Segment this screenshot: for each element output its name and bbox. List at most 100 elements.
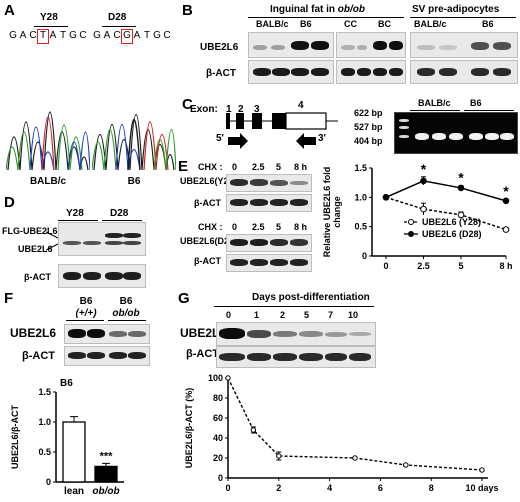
e-blot-act-1	[226, 194, 312, 212]
seq-right-base-1: A	[103, 30, 111, 41]
b-group-cc: CC	[344, 19, 357, 29]
g-point-2	[276, 453, 282, 459]
primer-forward-label: 5'	[216, 133, 224, 144]
e-tp1-8h: 8 h	[294, 162, 308, 172]
e-ytick-label-1: 0.5	[354, 222, 367, 232]
f-bar-0	[62, 421, 86, 483]
e-xtick-label-0: 0	[383, 261, 388, 271]
g-day-10: 10	[348, 310, 359, 320]
e-tp2-2-5: 2.5	[252, 222, 265, 232]
e-series-line-0	[385, 196, 507, 231]
seq-right-base-6: G	[153, 30, 161, 41]
sv-preadipocytes-header: SV pre-adipocytes	[412, 4, 500, 15]
g-row-ube2l6: UBE2L6	[180, 326, 227, 340]
strain-label-left: BALB/c	[29, 176, 67, 187]
e-tp2-8h: 8 h	[294, 222, 308, 232]
b-blot-bact-2	[336, 60, 406, 84]
e-xtick-label-1: 2.5	[417, 261, 430, 271]
g-ytick-label-4: 80	[213, 393, 223, 403]
seq-right-base-5: T	[143, 30, 151, 41]
size-527: 527 bp	[354, 122, 383, 132]
e-star-0: *	[421, 161, 427, 177]
g-xtick-label-2: 4	[327, 483, 332, 493]
d-blot-ube2l6	[58, 222, 146, 256]
seq-right-base-3: G	[123, 30, 131, 41]
f-ytick-label-1: 0.5	[38, 447, 51, 457]
g-xtick-label-3: 6	[378, 483, 383, 493]
f-ytick-label-3: 1.5	[38, 387, 51, 397]
g-day-1: 1	[254, 310, 260, 320]
snp-highlight-right	[121, 29, 133, 44]
e-ytick-label-3: 1.5	[354, 163, 367, 173]
e-star-2: *	[503, 183, 509, 199]
gene-structure	[226, 112, 338, 149]
inguinal-header-text: Inguinal fat in	[270, 4, 335, 15]
d-group-d28: D28	[110, 208, 129, 219]
e-tp1-5: 5	[276, 162, 282, 172]
e-row-d28: UBE2L6(D28)	[180, 236, 238, 246]
e-blot-d28	[226, 234, 312, 252]
e-ytick-label-0: 0	[362, 251, 367, 261]
e-tp1-0: 0	[232, 162, 238, 172]
f-bar-1	[94, 465, 118, 483]
g-xtick-label-4: 8	[429, 483, 434, 493]
g-row-bact: β-ACT	[186, 348, 219, 360]
inguinal-fat-header: Inguinal fat in ob/ob	[270, 4, 365, 15]
g-ylabel: UBE2L6/β-ACT (%)	[184, 388, 194, 469]
g-blot-bact	[216, 346, 376, 368]
g-series-line	[227, 377, 483, 471]
b-group-b6-sv: B6	[482, 19, 494, 29]
b-row-ube2l6: UBE2L6	[200, 42, 239, 53]
seq-left-base-4: A	[49, 30, 57, 41]
g-xtick-label-1: 2	[276, 483, 281, 493]
e-point-1-1	[420, 177, 427, 185]
e-point-0-1	[420, 205, 427, 213]
seq-left-base-3: T	[39, 30, 47, 41]
e-blot-act-2	[226, 254, 312, 272]
e-legend-marker-0	[408, 219, 414, 225]
e-point-1-2	[457, 184, 465, 192]
gel-group-b6: B6	[470, 98, 482, 108]
b-group-balbc-sv: BALB/c	[414, 19, 447, 29]
chart-e: 0 0.5 1.0 1.5 0 2.5 5 8 h Relative UBE2L6 foldch…	[322, 161, 513, 271]
chart-g: 0 20 40 60 80 100 0 2 4 6 8 10 days UBE2L6/β-ACT (%)	[184, 373, 499, 493]
e-legend-label-0: UBE2L6 (Y28)	[422, 217, 481, 227]
seq-right-base-4: A	[133, 30, 141, 41]
f-row-bact: β-ACT	[22, 350, 55, 362]
f-category-1: ob/ob	[92, 486, 119, 497]
f-ylabel: UBE2L6/β-ACT	[10, 405, 20, 470]
e-legend-label-1: UBE2L6 (D28)	[422, 229, 482, 239]
f-row-ube2l6: UBE2L6	[10, 326, 57, 340]
g-xtick-label-0: 0	[225, 483, 230, 493]
b-blot-bact-sv	[410, 60, 518, 84]
seq-left-base-2: C	[29, 30, 37, 41]
e-row-act-1: β-ACT	[194, 198, 221, 208]
e-xtick-label-2: 5	[458, 261, 463, 271]
e-legend-marker-1	[408, 231, 414, 237]
gel-group-balbc: BALB/c	[418, 98, 451, 108]
d28-label: D28	[108, 12, 127, 23]
panel-a-label: A	[4, 2, 15, 19]
b-blot-ube2l6-1	[248, 32, 334, 58]
seq-left-base-0: G	[9, 30, 17, 41]
g-ytick-label-2: 40	[213, 433, 223, 443]
exon-2: 2	[238, 104, 244, 115]
seq-right-base-2: C	[113, 30, 121, 41]
e-row-y28: UBE2L6(Y28)	[180, 176, 237, 186]
e-chx-label-2: CHX :	[198, 222, 223, 232]
d-row-bact: β-ACT	[24, 272, 51, 282]
g-ytick-label-1: 20	[213, 453, 223, 463]
seq-left-base-7: C	[79, 30, 87, 41]
d-blot-bact	[58, 264, 146, 288]
size-404: 404 bp	[354, 136, 383, 146]
g-point-1	[250, 427, 257, 433]
exon-4: 4	[298, 100, 304, 111]
panel-d-label: D	[4, 194, 15, 211]
g-day-2: 2	[280, 310, 286, 320]
g-blot-ube2l6	[216, 322, 376, 346]
g-day-0: 0	[226, 310, 232, 320]
g-ytick-label-0: 0	[218, 473, 223, 483]
e-star-1: *	[458, 170, 464, 186]
